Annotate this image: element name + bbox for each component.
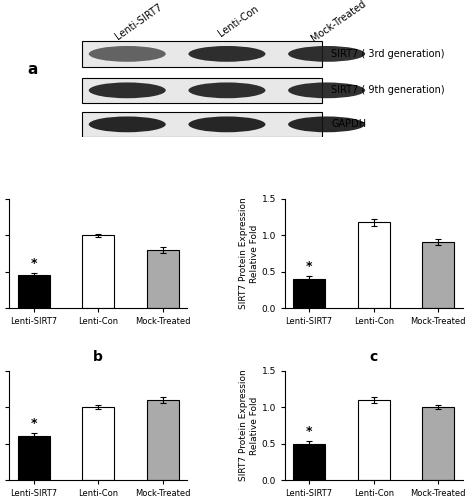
Text: Mock-Treated: Mock-Treated	[309, 0, 368, 44]
Bar	[358, 400, 390, 480]
Text: *: *	[30, 416, 37, 430]
Y-axis label: SIRT7 Protein Expression
Relative Fold: SIRT7 Protein Expression Relative Fold	[239, 370, 259, 481]
Text: c: c	[370, 350, 378, 364]
Bar	[422, 407, 455, 480]
Bar	[82, 236, 114, 308]
Ellipse shape	[188, 116, 265, 132]
Text: SIRT7 ( 9th generation): SIRT7 ( 9th generation)	[331, 86, 445, 96]
Ellipse shape	[89, 82, 166, 98]
Text: *: *	[306, 260, 312, 274]
Text: GAPDH: GAPDH	[331, 120, 366, 130]
Ellipse shape	[188, 46, 265, 62]
Bar	[17, 276, 50, 308]
Ellipse shape	[89, 116, 166, 132]
Ellipse shape	[89, 46, 166, 62]
Ellipse shape	[288, 116, 365, 132]
Bar	[147, 250, 179, 308]
Ellipse shape	[188, 82, 265, 98]
Text: b: b	[93, 350, 103, 364]
Text: SIRT7 ( 3rd generation): SIRT7 ( 3rd generation)	[331, 49, 445, 59]
Bar	[422, 242, 455, 308]
Text: Lenti-SIRT7: Lenti-SIRT7	[114, 2, 165, 42]
Text: *: *	[306, 426, 312, 438]
Bar	[82, 407, 114, 480]
Ellipse shape	[288, 82, 365, 98]
FancyBboxPatch shape	[82, 112, 322, 137]
Bar	[293, 444, 325, 480]
Text: *: *	[30, 256, 37, 270]
Y-axis label: SIRT7 Protein Expression
Relative Fold: SIRT7 Protein Expression Relative Fold	[239, 198, 259, 310]
FancyBboxPatch shape	[82, 78, 322, 103]
Text: a: a	[27, 62, 38, 77]
Bar	[147, 400, 179, 480]
Bar	[358, 222, 390, 308]
Bar	[17, 436, 50, 480]
Text: Lenti-Con: Lenti-Con	[217, 4, 261, 39]
FancyBboxPatch shape	[82, 41, 322, 66]
Ellipse shape	[288, 46, 365, 62]
Bar	[293, 279, 325, 308]
